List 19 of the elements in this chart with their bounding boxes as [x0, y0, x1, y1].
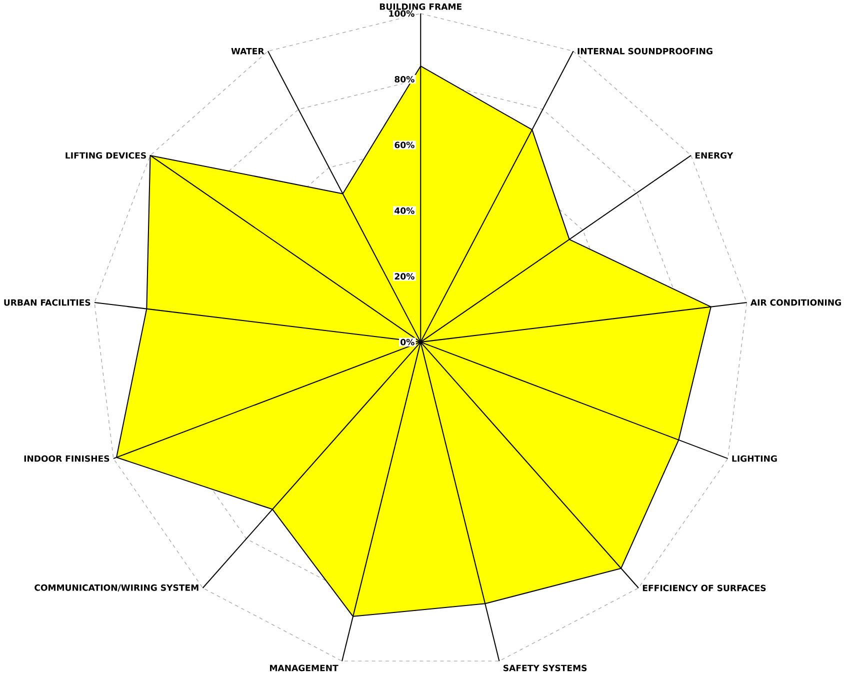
spoke-label: INDOOR FINISHES — [24, 456, 110, 462]
y-tick-label: 40% — [394, 208, 414, 214]
spoke-label: SAFETY SYSTEMS — [504, 664, 587, 672]
y-tick-label: 0% — [400, 339, 414, 346]
y-tick-label: 60% — [394, 142, 414, 148]
y-tick-label: 80% — [394, 76, 414, 83]
y-tick-label: 20% — [394, 273, 414, 280]
spoke-label: ENERGY — [695, 152, 734, 159]
spoke-label: WATER — [231, 48, 264, 54]
spoke-label: INTERNAL SOUNDPROOFING — [578, 48, 712, 55]
spoke-label: EFFICIENCY OF SURFACES — [642, 584, 766, 592]
spoke-label: BUILDING FRAME — [380, 4, 462, 10]
spoke-label: MANAGEMENT — [270, 664, 338, 672]
spoke-label: LIGHTING — [732, 456, 777, 462]
spoke-label: URBAN FACILITIES — [4, 299, 90, 306]
spoke-label: LIFTING DEVICES — [66, 152, 146, 159]
spoke-label: AIR CONDITIONING — [750, 299, 841, 306]
spoke-label: COMMUNICATION/WIRING SYSTEM — [34, 584, 198, 592]
y-tick-label: 100% — [389, 10, 414, 17]
